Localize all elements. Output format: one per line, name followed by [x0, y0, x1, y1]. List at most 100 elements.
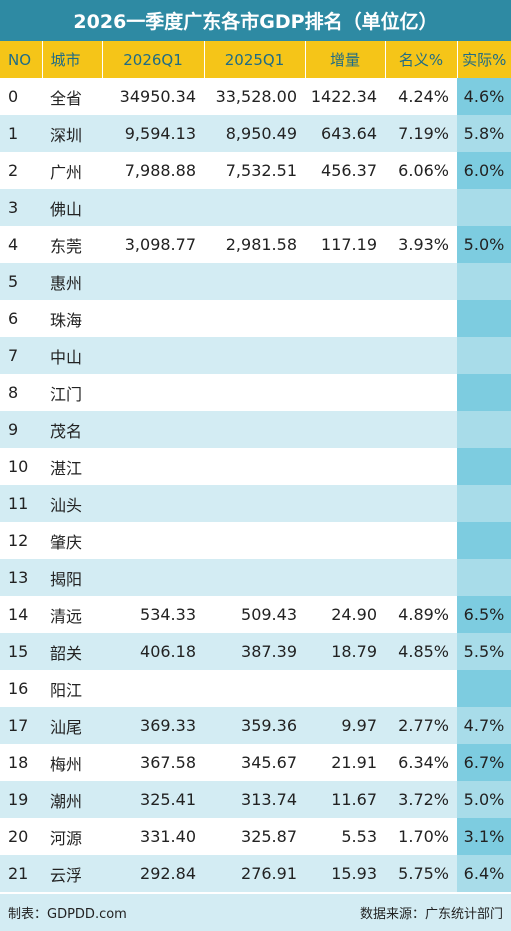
header-city: 城市: [42, 41, 103, 78]
cell-city: 中山: [42, 337, 102, 374]
cell-increase: 643.64: [305, 115, 385, 152]
cell-2026q1: 7,988.88: [102, 152, 204, 189]
cell-2026q1: 369.33: [102, 707, 204, 744]
cell-real-pct: 6.5%: [457, 596, 511, 633]
cell-nominal-pct: 6.34%: [385, 744, 457, 781]
cell-2026q1: [102, 559, 204, 596]
cell-2025q1: 2,981.58: [204, 226, 305, 263]
cell-real-pct: 6.0%: [457, 152, 511, 189]
cell-no: 1: [0, 115, 42, 152]
cell-increase: [305, 337, 385, 374]
header-nominal-pct: 名义%: [385, 41, 458, 78]
cell-no: 5: [0, 263, 42, 300]
cell-increase: 456.37: [305, 152, 385, 189]
table-row: 18 梅州 367.58 345.67 21.91 6.34% 6.7%: [0, 744, 511, 781]
cell-city: 东莞: [42, 226, 102, 263]
cell-2025q1: [204, 522, 305, 559]
cell-2026q1: 331.40: [102, 818, 204, 855]
cell-no: 0: [0, 78, 42, 115]
cell-increase: 11.67: [305, 781, 385, 818]
cell-no: 7: [0, 337, 42, 374]
cell-nominal-pct: 6.06%: [385, 152, 457, 189]
header-real-pct: 实际%: [457, 41, 511, 78]
cell-2026q1: 34950.34: [102, 78, 204, 115]
cell-city: 梅州: [42, 744, 102, 781]
cell-2025q1: [204, 670, 305, 707]
cell-nominal-pct: 1.70%: [385, 818, 457, 855]
cell-city: 清远: [42, 596, 102, 633]
cell-increase: [305, 300, 385, 337]
table-row: 3 佛山: [0, 189, 511, 226]
cell-nominal-pct: [385, 559, 457, 596]
cell-2025q1: 33,528.00: [204, 78, 305, 115]
cell-2026q1: [102, 411, 204, 448]
cell-2025q1: [204, 559, 305, 596]
cell-real-pct: [457, 411, 511, 448]
cell-city: 河源: [42, 818, 102, 855]
gdp-table: NO 城市 2026Q1 2025Q1 增量 名义% 实际% 0 全省 34950.…: [0, 41, 511, 892]
table-row: 12 肇庆: [0, 522, 511, 559]
cell-nominal-pct: [385, 670, 457, 707]
cell-no: 20: [0, 818, 42, 855]
cell-nominal-pct: [385, 337, 457, 374]
cell-no: 10: [0, 448, 42, 485]
table-row: 21 云浮 292.84 276.91 15.93 5.75% 6.4%: [0, 855, 511, 892]
cell-nominal-pct: [385, 300, 457, 337]
header-no: NO: [0, 41, 43, 78]
cell-increase: 21.91: [305, 744, 385, 781]
cell-real-pct: [457, 670, 511, 707]
cell-2026q1: 9,594.13: [102, 115, 204, 152]
cell-no: 8: [0, 374, 42, 411]
table-row: 5 惠州: [0, 263, 511, 300]
table-header-row: NO 城市 2026Q1 2025Q1 增量 名义% 实际%: [0, 41, 511, 78]
cell-increase: [305, 263, 385, 300]
cell-nominal-pct: 4.24%: [385, 78, 457, 115]
cell-2026q1: [102, 448, 204, 485]
cell-real-pct: [457, 485, 511, 522]
cell-2025q1: 509.43: [204, 596, 305, 633]
footer-source: 数据来源：广东统计部门: [359, 907, 503, 922]
table-row: 13 揭阳: [0, 559, 511, 596]
cell-increase: [305, 448, 385, 485]
cell-nominal-pct: 3.93%: [385, 226, 457, 263]
cell-no: 15: [0, 633, 42, 670]
cell-real-pct: [457, 337, 511, 374]
cell-2025q1: 325.87: [204, 818, 305, 855]
cell-2026q1: 325.41: [102, 781, 204, 818]
cell-city: 阳江: [42, 670, 102, 707]
cell-city: 汕尾: [42, 707, 102, 744]
cell-no: 17: [0, 707, 42, 744]
cell-no: 9: [0, 411, 42, 448]
cell-increase: [305, 374, 385, 411]
table-row: 1 深圳 9,594.13 8,950.49 643.64 7.19% 5.8%: [0, 115, 511, 152]
cell-2026q1: [102, 374, 204, 411]
cell-2026q1: [102, 485, 204, 522]
table-row: 11 汕头: [0, 485, 511, 522]
cell-increase: [305, 189, 385, 226]
cell-no: 14: [0, 596, 42, 633]
cell-increase: [305, 411, 385, 448]
cell-increase: [305, 670, 385, 707]
cell-city: 云浮: [42, 855, 102, 892]
cell-nominal-pct: [385, 485, 457, 522]
cell-2025q1: 387.39: [204, 633, 305, 670]
cell-2025q1: 313.74: [204, 781, 305, 818]
cell-nominal-pct: 7.19%: [385, 115, 457, 152]
cell-no: 12: [0, 522, 42, 559]
cell-2026q1: [102, 522, 204, 559]
cell-real-pct: 6.7%: [457, 744, 511, 781]
table-row: 9 茂名: [0, 411, 511, 448]
footer-credit: 制表：GDPDD.com: [8, 907, 127, 922]
cell-real-pct: [457, 522, 511, 559]
cell-2026q1: [102, 263, 204, 300]
cell-no: 3: [0, 189, 42, 226]
cell-2026q1: [102, 189, 204, 226]
cell-increase: [305, 559, 385, 596]
cell-city: 佛山: [42, 189, 102, 226]
cell-2026q1: 3,098.77: [102, 226, 204, 263]
cell-increase: [305, 522, 385, 559]
cell-nominal-pct: [385, 374, 457, 411]
cell-city: 汕头: [42, 485, 102, 522]
cell-increase: 5.53: [305, 818, 385, 855]
